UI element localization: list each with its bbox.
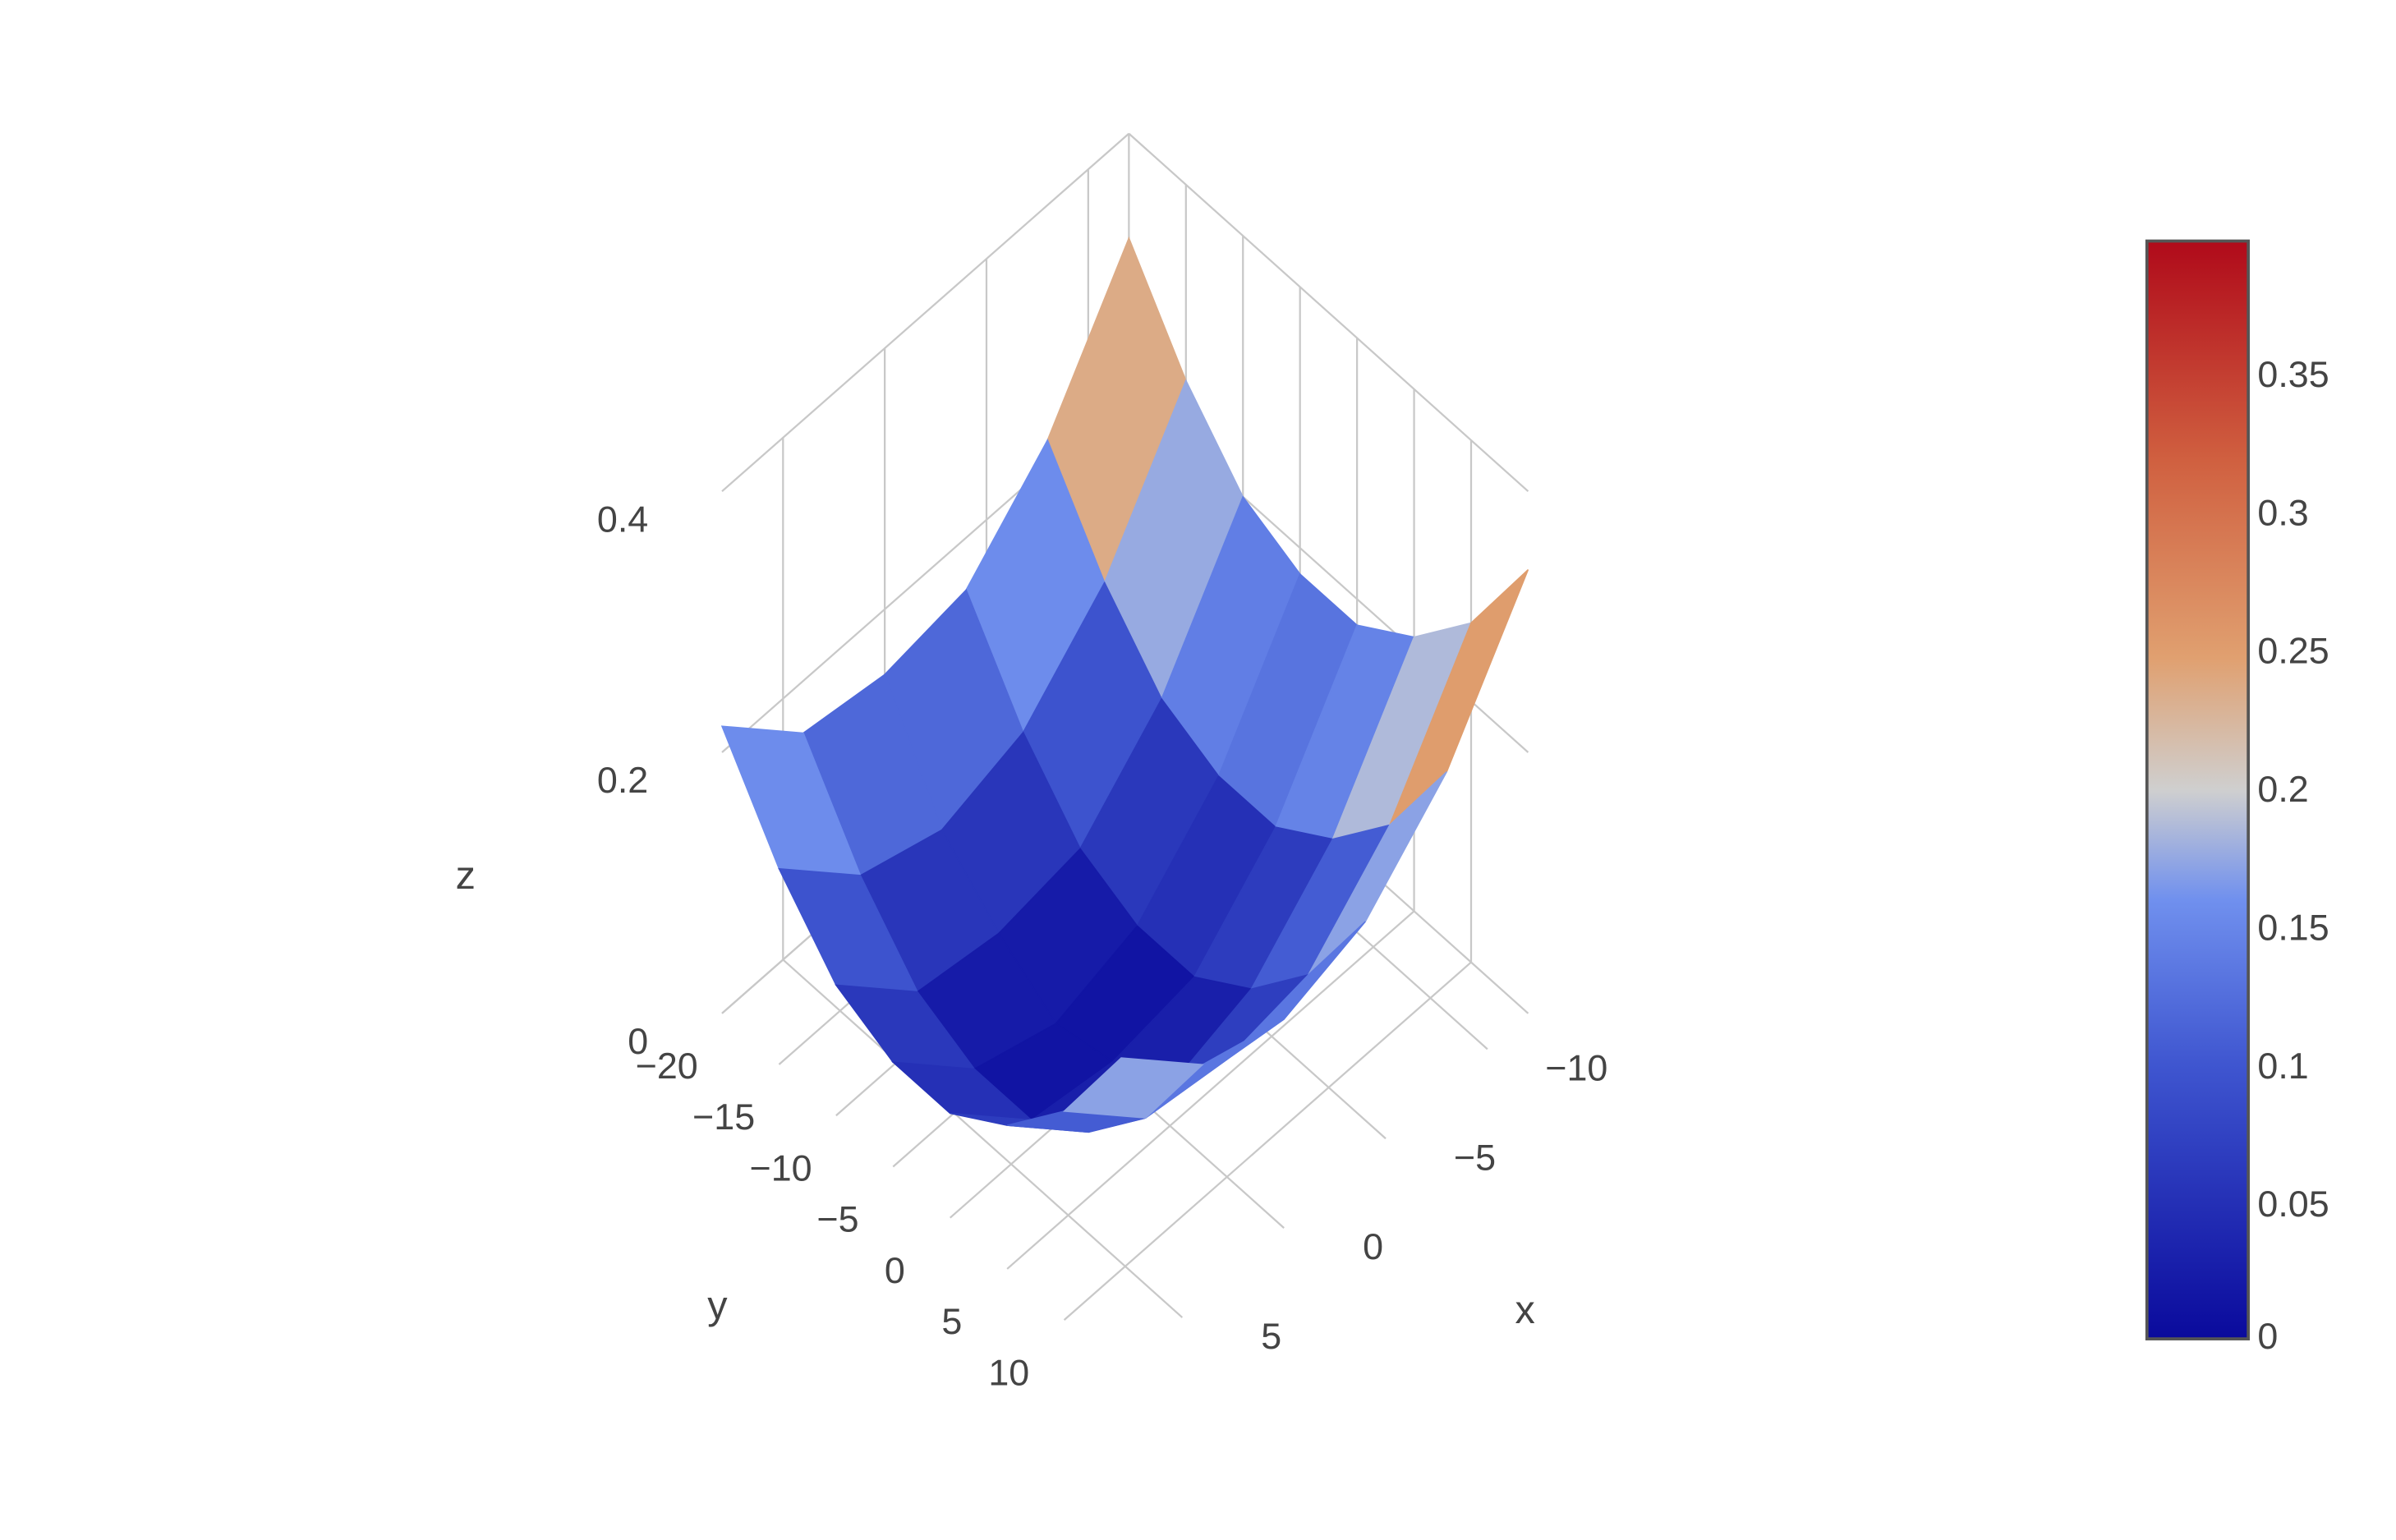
- colorbar-tick-label: 0.15: [2257, 906, 2329, 948]
- y-tick-label: −10: [750, 1147, 812, 1188]
- y-tick-label: −20: [636, 1045, 698, 1087]
- z-grid-wall: [1128, 132, 1529, 493]
- x-tick-label: 5: [1261, 1315, 1281, 1357]
- y-tick-label: 10: [988, 1351, 1029, 1393]
- colorbar-tick-label: 0.3: [2257, 491, 2308, 533]
- y-grid-floor: [1063, 961, 1472, 1321]
- x-tick-label: 0: [1363, 1225, 1383, 1267]
- y-tick-label: −5: [816, 1198, 858, 1240]
- colorbar-tick-label: 0.05: [2257, 1183, 2329, 1225]
- y-grid-floor: [1006, 910, 1415, 1270]
- colorbar: [2145, 239, 2251, 1340]
- y-tick-label: −15: [692, 1096, 755, 1138]
- surface-cell: [1062, 1057, 1204, 1119]
- z-tick-label: 0.2: [597, 759, 648, 801]
- z-tick-label: 0: [628, 1020, 648, 1062]
- y-tick-label: 0: [885, 1249, 905, 1291]
- colorbar-tick-label: 0.1: [2257, 1045, 2308, 1087]
- z-grid-wall: [721, 132, 1130, 493]
- colorbar-tick-label: 0.2: [2257, 768, 2308, 810]
- y-axis-title: y: [707, 1284, 728, 1328]
- x-tick-label: −5: [1454, 1136, 1496, 1178]
- y-tick-label: 5: [941, 1300, 962, 1342]
- colorbar-tick-label: 0.35: [2257, 353, 2329, 395]
- z-axis-title: z: [456, 853, 476, 898]
- x-axis-title: x: [1515, 1288, 1535, 1332]
- x-grid-floor: [782, 958, 1184, 1318]
- x-tick-label: −10: [1545, 1046, 1607, 1088]
- z-tick-label: 0.4: [597, 498, 648, 540]
- colorbar-tick-label: 0: [2257, 1315, 2278, 1357]
- colorbar-tick-label: 0.25: [2257, 630, 2329, 672]
